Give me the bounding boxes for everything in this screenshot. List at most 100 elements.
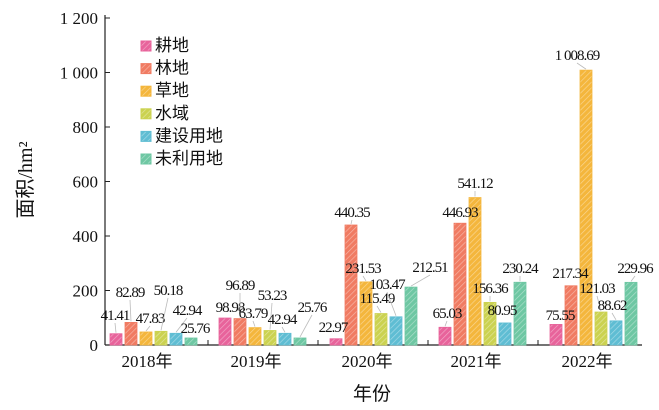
leader-line	[376, 305, 382, 313]
leader-line	[410, 274, 431, 287]
legend-label: 草地	[155, 81, 189, 101]
leader-line	[630, 275, 636, 282]
x-tick-label: 2019年	[231, 352, 282, 371]
legend-label: 林地	[155, 59, 189, 79]
bar	[329, 338, 343, 346]
bar	[564, 285, 578, 346]
legend-swatch	[140, 130, 152, 142]
data-label: 1 008.69	[555, 48, 600, 64]
y-tick-label: 800	[73, 118, 99, 137]
data-label: 47.83	[136, 311, 165, 327]
x-tick-label: 2020年	[342, 352, 393, 371]
legend-label: 耕地	[155, 36, 189, 56]
data-label: 75.55	[546, 308, 575, 324]
bar	[359, 281, 373, 346]
bar	[154, 330, 168, 346]
y-axis-title: 面积/hm²	[14, 141, 37, 218]
axes: 0 200 400 600 800 1 000 1 200 2018年 2019年 2020年 20…	[60, 9, 642, 371]
y-tick-label: 0	[90, 336, 99, 355]
bar	[468, 197, 482, 346]
bar	[263, 330, 277, 346]
bar	[218, 317, 232, 346]
data-label: 115.49	[360, 291, 395, 307]
data-label: 98.98	[216, 300, 245, 316]
data-label: 446.93	[442, 205, 478, 221]
data-label: 230.24	[502, 261, 539, 277]
bar	[513, 281, 527, 346]
bar	[594, 311, 608, 346]
bar	[184, 337, 198, 346]
bar	[498, 322, 512, 346]
data-label: 121.03	[579, 281, 615, 297]
bar	[609, 320, 623, 346]
legend-swatch	[140, 85, 152, 97]
leader-line	[129, 299, 132, 322]
x-axis-title: 年份	[353, 383, 391, 405]
legend-swatch	[140, 153, 152, 165]
data-label: 229.96	[617, 261, 654, 277]
data-label: 82.89	[116, 285, 145, 301]
x-tick-label: 2018年	[122, 352, 173, 371]
bar	[124, 322, 138, 346]
y-tick-label: 1 200	[60, 9, 98, 28]
bar	[109, 333, 123, 346]
leader-line	[576, 62, 587, 70]
y-tick-label: 400	[73, 227, 99, 246]
data-label: 63.79	[239, 306, 268, 322]
data-label: 42.94	[173, 303, 203, 319]
bar	[438, 326, 452, 346]
data-label: 217.34	[552, 266, 589, 282]
leader-line	[611, 312, 617, 321]
leader-line	[299, 314, 313, 338]
leader-line	[114, 322, 117, 333]
bar	[139, 331, 153, 346]
data-label: 65.03	[433, 306, 462, 322]
bar	[248, 327, 262, 346]
bar	[344, 224, 358, 346]
data-label: 541.12	[457, 176, 493, 192]
data-label: 22.97	[319, 320, 349, 336]
data-label: 156.36	[472, 281, 509, 297]
bar	[404, 286, 418, 346]
data-label: 25.76	[181, 321, 211, 337]
data-label: 50.18	[154, 283, 183, 299]
leader-line	[596, 295, 602, 312]
data-label: 53.23	[258, 288, 287, 304]
bars	[109, 69, 638, 346]
legend-swatch	[140, 63, 152, 75]
y-tick-label: 200	[73, 282, 99, 301]
bar	[233, 318, 247, 346]
leader-line	[362, 275, 367, 282]
x-tick-label: 2021年	[451, 352, 502, 371]
legend-swatch	[140, 40, 152, 52]
leader-line	[386, 291, 397, 316]
data-label: 103.47	[369, 277, 406, 293]
bar	[389, 316, 403, 346]
data-label: 231.53	[345, 261, 381, 277]
data-label: 212.51	[412, 260, 448, 276]
leader-line	[350, 219, 353, 225]
bar	[278, 332, 292, 346]
leader-line	[160, 297, 169, 331]
y-tick-label: 600	[73, 173, 99, 192]
data-label: 25.76	[298, 300, 328, 316]
bar	[169, 332, 183, 346]
data-label: 88.62	[598, 298, 627, 314]
data-label: 96.89	[226, 278, 255, 294]
legend-label: 水域	[155, 104, 189, 124]
x-tick-label: 2022年	[562, 352, 613, 371]
data-labels: 41.41 98.98 22.97 65.03 75.55 82.89 96.89 440.3…	[101, 48, 655, 338]
leader-line	[444, 320, 448, 327]
bar	[374, 313, 388, 346]
leader-line	[175, 317, 188, 333]
bar	[293, 337, 307, 346]
data-label: 80.95	[488, 303, 517, 319]
data-label: 440.35	[334, 205, 370, 221]
bar	[549, 324, 563, 346]
legend-label: 未利用地	[155, 149, 223, 169]
leader-line	[269, 302, 273, 330]
y-tick-label: 1 000	[60, 64, 98, 83]
legend-swatch	[140, 108, 152, 120]
